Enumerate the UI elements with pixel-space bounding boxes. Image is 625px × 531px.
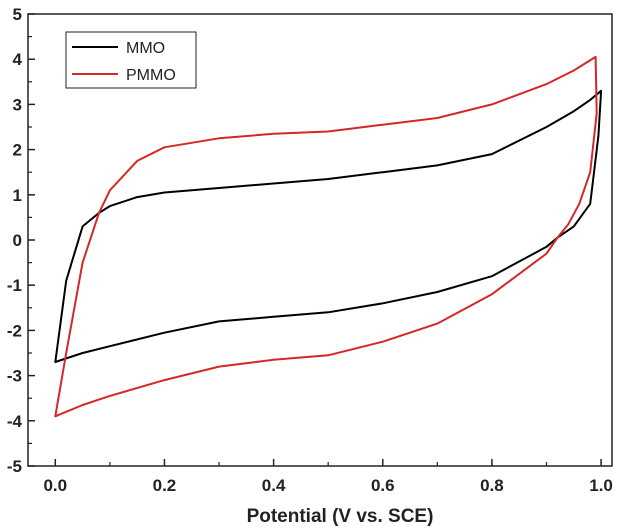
x-tick-label: 1.0 xyxy=(589,476,613,495)
legend-box xyxy=(65,31,197,89)
x-axis-title: Potential (V vs. SCE) xyxy=(247,506,434,527)
y-tick-label: -4 xyxy=(7,412,23,431)
y-axis: -5 -4 -3 -2 -1 0 1 2 3 4 5 xyxy=(7,5,35,476)
x-tick-label: 0.8 xyxy=(480,476,504,495)
legend-label-mmo: MMO xyxy=(126,40,165,57)
series-line-pmmo xyxy=(54,55,598,418)
y-tick-label: -1 xyxy=(7,276,22,295)
legend-label-pmmo: PMMO xyxy=(126,67,176,84)
y-tick-label: 0 xyxy=(13,231,22,250)
y-tick-label: 2 xyxy=(13,141,22,160)
x-tick-label: 0.2 xyxy=(153,476,177,495)
series-layer xyxy=(54,55,603,418)
legend: MMO PMMO xyxy=(65,31,197,89)
plot-area: 0.0 0.2 0.4 0.6 0.8 1.0 -5 -4 -3 -2 -1 0 1 2 3 4 5 xyxy=(7,5,613,495)
y-tick-label: 4 xyxy=(13,50,23,69)
y-tick-label: 3 xyxy=(13,95,22,114)
y-tick-label: 5 xyxy=(13,5,22,24)
x-tick-label: 0.0 xyxy=(43,476,67,495)
y-tick-label: -3 xyxy=(7,367,22,386)
x-tick-label: 0.4 xyxy=(262,476,286,495)
x-axis: 0.0 0.2 0.4 0.6 0.8 1.0 xyxy=(43,459,613,495)
y-tick-label: -5 xyxy=(7,457,22,476)
y-tick-label: 1 xyxy=(13,186,22,205)
y-tick-label: -2 xyxy=(7,321,22,340)
x-tick-label: 0.6 xyxy=(371,476,395,495)
